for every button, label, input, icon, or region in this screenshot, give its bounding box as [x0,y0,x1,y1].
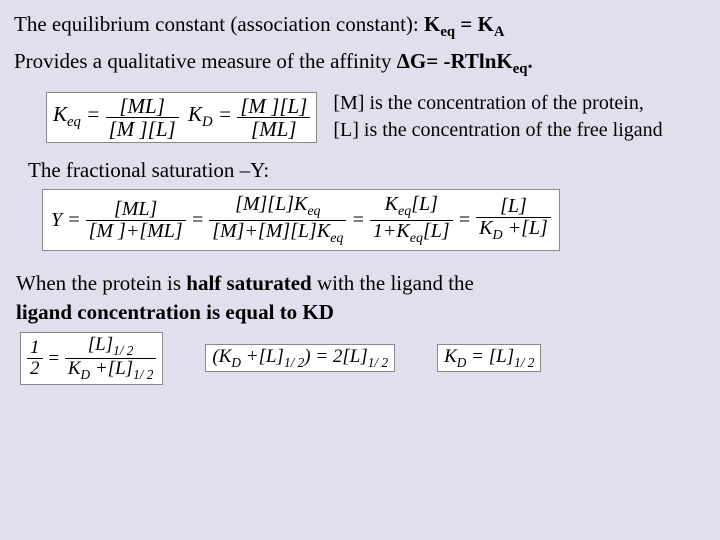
sub: 1/ 2 [113,343,133,358]
num: [L] [476,196,551,217]
sym: D [202,114,213,130]
den: [ML] [237,117,310,140]
den: [M ][L] [106,117,179,140]
sym: ) = 2[L] [304,346,368,367]
equation-row-keq-kd: Keq = [ML] [M ][L] KD = [M ][L] [ML] [M]… [46,90,706,144]
sub: D [457,355,467,370]
sub: eq [330,231,343,246]
equation-row-half: 1 2 = [L]1/ 2 KD +[L]1/ 2 (KD +[L]1/ 2) … [20,332,706,385]
sym: eq [67,114,81,130]
slide-root: The equilibrium constant (association co… [0,0,720,540]
equation-keq-kd: Keq = [ML] [M ][L] KD = [M ][L] [ML] [46,92,317,143]
sub: eq [398,204,411,219]
equation-Y: Y = [ML] [M ]+[ML] = [M][L]Keq [M]+[M][L… [42,189,560,251]
fractional-saturation-label: The fractional saturation –Y: [28,158,706,183]
num: [ML] [106,95,179,117]
den: [M]+[M][L]K [212,220,330,242]
num: 1 [27,338,43,358]
num: [L] [411,193,438,215]
sub: D [493,228,503,243]
intro-line-2: Provides a qualitative measure of the af… [14,47,706,80]
text: ΔG= -RTlnK [397,49,513,73]
den: 1+K [373,220,410,242]
text: = K [455,12,494,36]
den: 2 [27,358,43,379]
num: [M][L]K [235,193,307,215]
half-saturation-text: When the protein is half saturated with … [16,269,706,326]
text: with the ligand the [312,271,474,295]
def-M: [M] is the concentration of the protein, [333,90,662,117]
text: When the protein is [16,271,186,295]
text: . [527,49,532,73]
num: [M ][L] [237,95,310,117]
sym: K [53,102,67,126]
num: [L] [88,334,113,355]
den: K [68,358,81,379]
text: eq [440,24,455,40]
text: ligand concentration is equal to KD [16,300,334,324]
den: [L] [423,220,450,242]
text: K [424,12,440,36]
text: A [494,24,505,40]
sub: D [81,367,91,382]
den: +[L] [503,217,548,239]
num: [ML] [86,199,186,220]
num: K [385,193,398,215]
sub: 1/ 2 [133,367,153,382]
sub: 1/ 2 [368,355,388,370]
sub: 1/ 2 [514,355,534,370]
den: +[L] [90,358,133,379]
side-definitions: [M] is the concentration of the protein,… [333,90,662,144]
text: The equilibrium constant (association co… [14,12,424,36]
text: half saturated [186,271,311,295]
equation-row-Y: Y = [ML] [M ]+[ML] = [M][L]Keq [M]+[M][L… [42,189,706,251]
sub: eq [410,231,423,246]
equation-half-result: KD = [L]1/ 2 [437,344,541,372]
sym: +[L] [241,346,284,367]
sub: D [231,355,241,370]
den: K [479,217,492,239]
sym: K [188,102,202,126]
sub: eq [307,204,320,219]
sym: (K [212,346,231,367]
def-L: [L] is the concentration of the free lig… [333,117,662,144]
equation-half-fraction: 1 2 = [L]1/ 2 KD +[L]1/ 2 [20,332,163,385]
sub: 1/ 2 [284,355,304,370]
den: [M ]+[ML] [86,220,186,242]
sym: K [444,346,457,367]
intro-line-1: The equilibrium constant (association co… [14,10,706,43]
sym: = [L] [466,346,514,367]
sym: Y [51,209,62,231]
text: eq [513,61,528,77]
equation-half-expanded: (KD +[L]1/ 2) = 2[L]1/ 2 [205,344,395,372]
text: Provides a qualitative measure of the af… [14,49,397,73]
